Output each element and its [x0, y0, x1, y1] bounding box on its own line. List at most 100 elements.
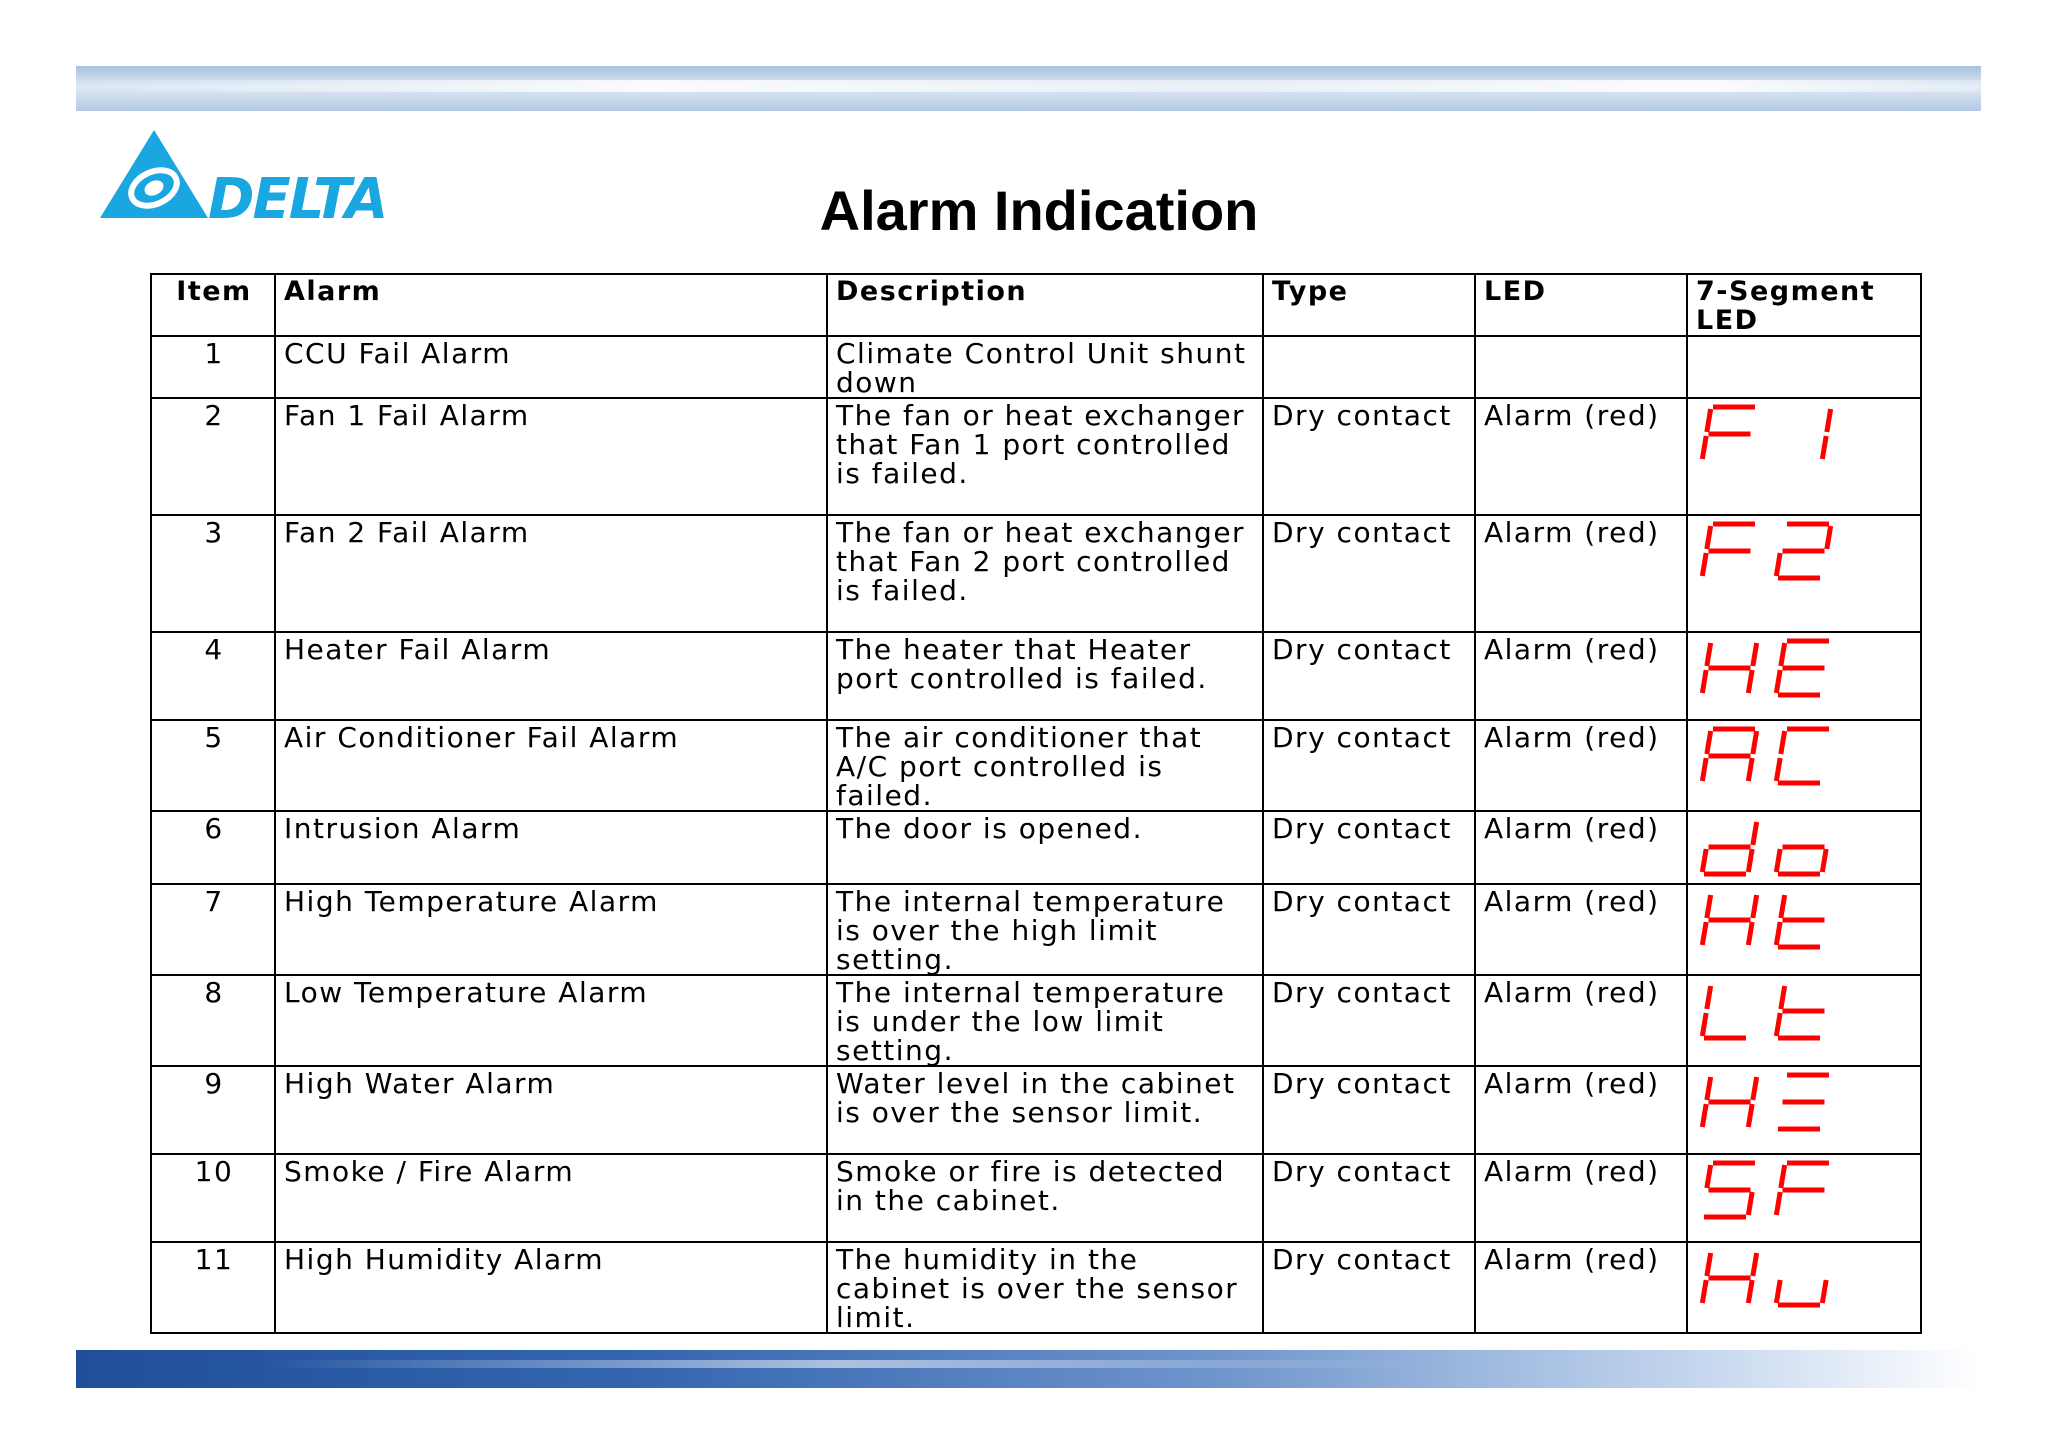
table-row: 8 Low Temperature Alarm The internal tempe… — [150, 974, 1922, 1067]
row-type: Dry contact — [1262, 974, 1476, 1067]
table-row: 4 Heater Fail Alarm The heater that Heater… — [150, 631, 1922, 721]
row-led: Alarm (red) — [1474, 631, 1688, 721]
table-row: 2 Fan 1 Fail Alarm The fan or heat exchang… — [150, 397, 1922, 516]
row-alarm: Heater Fail Alarm — [274, 631, 828, 721]
row-alarm: High Humidity Alarm — [274, 1241, 828, 1334]
table-header-row: Item Alarm Description Type LED 7-Segmen… — [150, 273, 1922, 337]
segment-display-5 — [1699, 821, 1829, 877]
row-type: Dry contact — [1262, 1241, 1476, 1334]
row-type: Dry contact — [1262, 631, 1476, 721]
header-item: Item — [150, 273, 276, 337]
row-7-segment — [1686, 631, 1922, 721]
row-type: Dry contact — [1262, 810, 1476, 885]
segment-display-8 — [1699, 1072, 1829, 1132]
row-7-segment — [1686, 397, 1922, 516]
table-row: 11 High Humidity Alarm The humidity in the… — [150, 1241, 1922, 1334]
row-item: 10 — [150, 1153, 276, 1243]
row-item: 3 — [150, 514, 276, 633]
segment-display-1 — [1699, 404, 1834, 460]
row-description: Water level in the cabinet is over the s… — [826, 1065, 1264, 1155]
segment-display-4 — [1699, 726, 1829, 786]
row-description: The heater that Heater port controlled i… — [826, 631, 1264, 721]
page-title: Alarm Indication — [819, 179, 1259, 242]
table-row: 10 Smoke / Fire Alarm Smoke or fire is det… — [150, 1153, 1922, 1243]
row-description: The air conditioner that A/C port contro… — [826, 719, 1264, 812]
header-7-segment-led: 7-Segment LED — [1686, 273, 1922, 337]
row-7-segment — [1686, 1241, 1922, 1334]
row-item: 4 — [150, 631, 276, 721]
header-alarm: Alarm — [274, 273, 828, 337]
row-item: 11 — [150, 1241, 276, 1334]
row-led: Alarm (red) — [1474, 974, 1688, 1067]
row-type: Dry contact — [1262, 1153, 1476, 1243]
row-7-segment — [1686, 335, 1922, 399]
row-type: Dry contact — [1262, 397, 1476, 516]
row-alarm: High Water Alarm — [274, 1065, 828, 1155]
row-description: Climate Control Unit shunt down — [826, 335, 1264, 399]
row-description: The fan or heat exchanger that Fan 2 por… — [826, 514, 1264, 633]
row-item: 5 — [150, 719, 276, 812]
row-alarm: Low Temperature Alarm — [274, 974, 828, 1067]
row-description: Smoke or fire is detected in the cabinet… — [826, 1153, 1264, 1243]
segment-display-2 — [1699, 521, 1834, 581]
delta-logo-icon: DELTA — [100, 130, 388, 226]
row-7-segment — [1686, 719, 1922, 812]
row-type: Dry contact — [1262, 883, 1476, 976]
table-row: 3 Fan 2 Fail Alarm The fan or heat exchang… — [150, 514, 1922, 633]
row-type: Dry contact — [1262, 1065, 1476, 1155]
alarm-table: Item Alarm Description Type LED 7-Segmen… — [150, 273, 1922, 1334]
row-7-segment — [1686, 514, 1922, 633]
row-alarm: Fan 1 Fail Alarm — [274, 397, 828, 516]
row-type: Dry contact — [1262, 719, 1476, 812]
row-item: 6 — [150, 810, 276, 885]
segment-display-3 — [1699, 638, 1829, 698]
row-led: Alarm (red) — [1474, 883, 1688, 976]
segment-display-7 — [1699, 985, 1825, 1041]
row-description: The fan or heat exchanger that Fan 1 por… — [826, 397, 1264, 516]
row-alarm: Air Conditioner Fail Alarm — [274, 719, 828, 812]
row-7-segment — [1686, 810, 1922, 885]
row-7-segment — [1686, 974, 1922, 1067]
row-led: Alarm (red) — [1474, 397, 1688, 516]
header-type: Type — [1262, 273, 1476, 337]
row-description: The internal temperature is under the lo… — [826, 974, 1264, 1067]
row-item: 7 — [150, 883, 276, 976]
header-led: LED — [1474, 273, 1688, 337]
segment-display-10 — [1699, 1252, 1829, 1308]
row-7-segment — [1686, 1153, 1922, 1243]
row-led: Alarm (red) — [1474, 1065, 1688, 1155]
row-description: The door is opened. — [826, 810, 1264, 885]
row-led — [1474, 335, 1688, 399]
row-type — [1262, 335, 1476, 399]
table-row: 6 Intrusion Alarm The door is opened. Dry c… — [150, 810, 1922, 885]
row-description: The internal temperature is over the hig… — [826, 883, 1264, 976]
row-alarm: High Temperature Alarm — [274, 883, 828, 976]
logo-text: DELTA — [208, 167, 386, 226]
row-alarm: CCU Fail Alarm — [274, 335, 828, 399]
row-item: 9 — [150, 1065, 276, 1155]
table-row: 5 Air Conditioner Fail Alarm The air condi… — [150, 719, 1922, 812]
row-alarm: Smoke / Fire Alarm — [274, 1153, 828, 1243]
footer-band — [76, 1350, 1981, 1388]
row-item: 1 — [150, 335, 276, 399]
row-alarm: Fan 2 Fail Alarm — [274, 514, 828, 633]
row-led: Alarm (red) — [1474, 1153, 1688, 1243]
row-led: Alarm (red) — [1474, 719, 1688, 812]
table-row: 1 CCU Fail Alarm Climate Control Unit shun… — [150, 335, 1922, 399]
table-row: 7 High Temperature Alarm The internal temp… — [150, 883, 1922, 976]
segment-display-9 — [1704, 1160, 1829, 1220]
row-7-segment — [1686, 883, 1922, 976]
header-band — [76, 66, 1981, 111]
row-item: 2 — [150, 397, 276, 516]
segment-display-6 — [1699, 894, 1825, 950]
row-led: Alarm (red) — [1474, 810, 1688, 885]
row-led: Alarm (red) — [1474, 514, 1688, 633]
header-description: Description — [826, 273, 1264, 337]
row-type: Dry contact — [1262, 514, 1476, 633]
table-row: 9 High Water Alarm Water level in the cabi… — [150, 1065, 1922, 1155]
row-led: Alarm (red) — [1474, 1241, 1688, 1334]
row-7-segment — [1686, 1065, 1922, 1155]
row-alarm: Intrusion Alarm — [274, 810, 828, 885]
row-item: 8 — [150, 974, 276, 1067]
row-description: The humidity in the cabinet is over the … — [826, 1241, 1264, 1334]
